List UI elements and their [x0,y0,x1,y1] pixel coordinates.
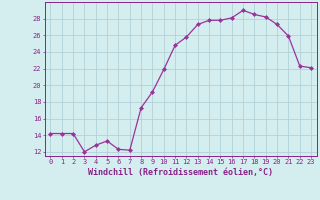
X-axis label: Windchill (Refroidissement éolien,°C): Windchill (Refroidissement éolien,°C) [88,168,273,177]
